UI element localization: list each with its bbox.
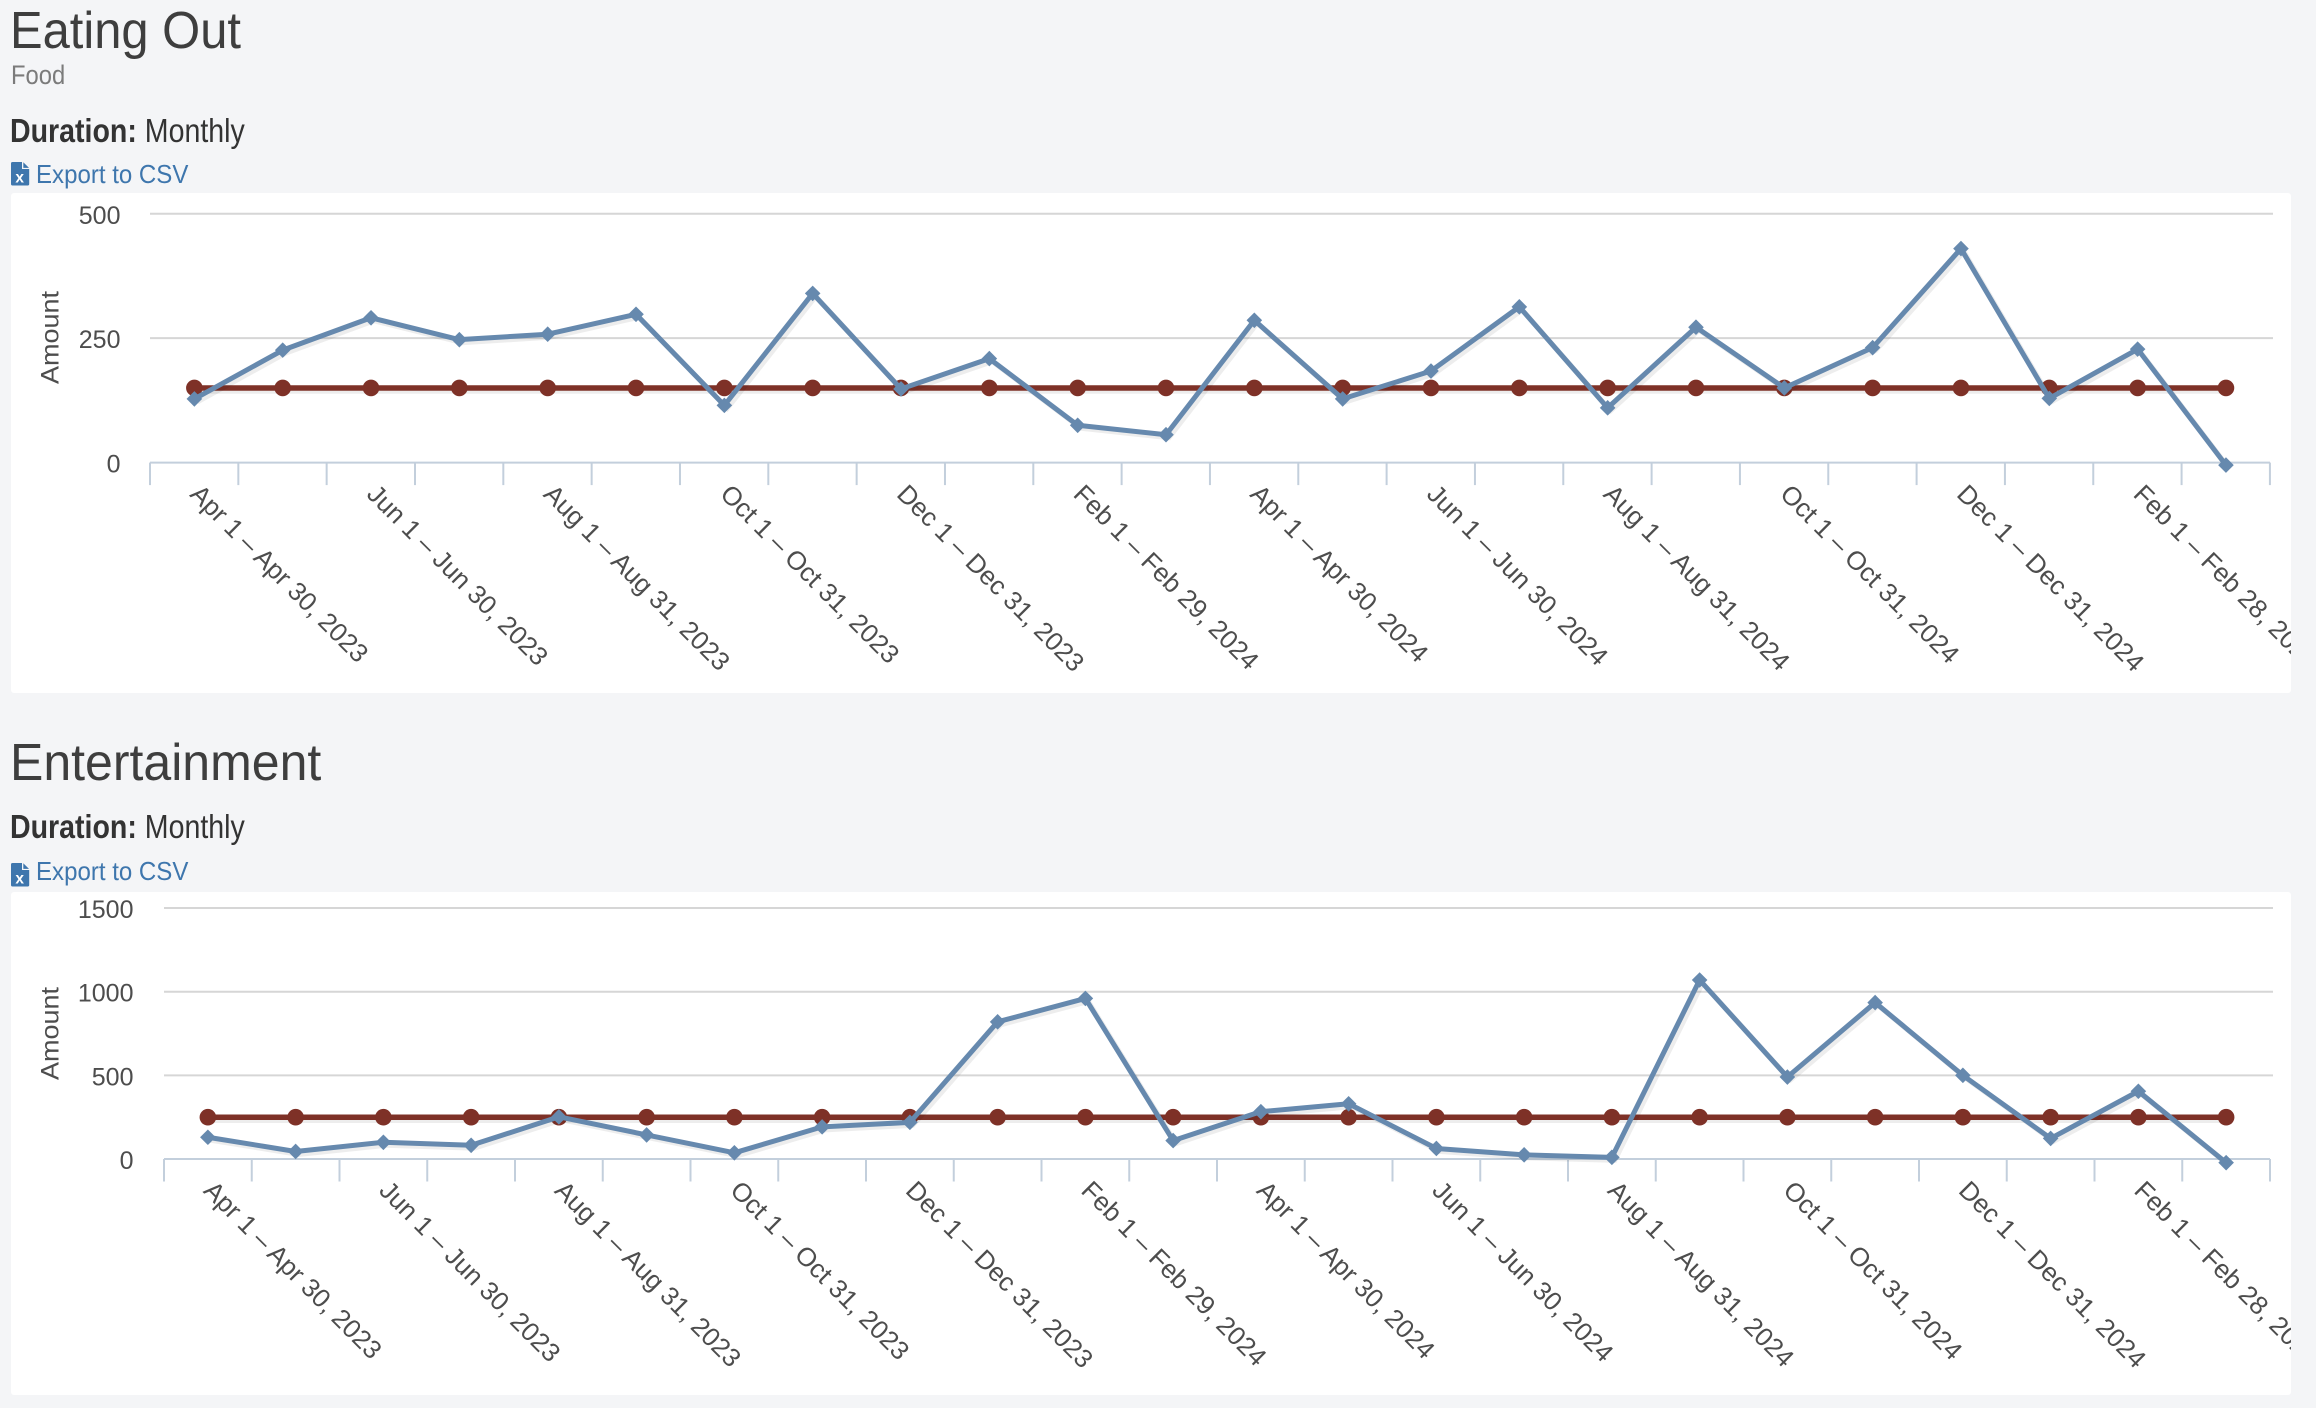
svg-text:Jun 1 – Jun 30, 2023: Jun 1 – Jun 30, 2023 bbox=[374, 1175, 567, 1368]
svg-text:250: 250 bbox=[79, 326, 121, 354]
svg-text:Jun 1 – Jun 30, 2024: Jun 1 – Jun 30, 2024 bbox=[1427, 1175, 1620, 1368]
svg-text:500: 500 bbox=[92, 1063, 134, 1091]
svg-text:x: x bbox=[15, 871, 24, 888]
svg-text:Apr 1 – Apr 30, 2023: Apr 1 – Apr 30, 2023 bbox=[198, 1175, 388, 1365]
svg-text:Feb 1 – Feb 28, 2025: Feb 1 – Feb 28, 2025 bbox=[2129, 1175, 2291, 1372]
svg-text:0: 0 bbox=[120, 1147, 134, 1175]
svg-text:1500: 1500 bbox=[78, 896, 134, 924]
svg-text:500: 500 bbox=[79, 202, 121, 230]
svg-text:Dec 1 – Dec 31, 2024: Dec 1 – Dec 31, 2024 bbox=[1953, 1175, 2152, 1374]
svg-text:0: 0 bbox=[107, 451, 121, 479]
svg-text:Oct 1 – Oct 31, 2023: Oct 1 – Oct 31, 2023 bbox=[725, 1175, 916, 1366]
svg-text:Jun 1 – Jun 30, 2023: Jun 1 – Jun 30, 2023 bbox=[361, 479, 554, 672]
svg-text:Dec 1 – Dec 31, 2023: Dec 1 – Dec 31, 2023 bbox=[891, 479, 1090, 678]
svg-text:Feb 1 – Feb 29, 2024: Feb 1 – Feb 29, 2024 bbox=[1076, 1175, 1273, 1372]
svg-text:x: x bbox=[15, 169, 24, 186]
svg-text:Oct 1 – Oct 31, 2024: Oct 1 – Oct 31, 2024 bbox=[1775, 479, 1966, 670]
svg-text:Oct 1 – Oct 31, 2024: Oct 1 – Oct 31, 2024 bbox=[1778, 1175, 1969, 1366]
svg-text:Jun 1 – Jun 30, 2024: Jun 1 – Jun 30, 2024 bbox=[1421, 479, 1614, 672]
svg-text:Aug 1 – Aug 31, 2024: Aug 1 – Aug 31, 2024 bbox=[1602, 1175, 1800, 1373]
svg-text:Feb 1 – Feb 28, 2025: Feb 1 – Feb 28, 2025 bbox=[2128, 479, 2291, 676]
svg-text:Apr 1 – Apr 30, 2024: Apr 1 – Apr 30, 2024 bbox=[1251, 1175, 1441, 1365]
svg-text:Dec 1 – Dec 31, 2023: Dec 1 – Dec 31, 2023 bbox=[900, 1175, 1099, 1374]
svg-text:1000: 1000 bbox=[78, 980, 134, 1008]
svg-text:Apr 1 – Apr 30, 2024: Apr 1 – Apr 30, 2024 bbox=[1245, 479, 1435, 669]
svg-text:Aug 1 – Aug 31, 2024: Aug 1 – Aug 31, 2024 bbox=[1598, 479, 1796, 677]
svg-text:Apr 1 – Apr 30, 2023: Apr 1 – Apr 30, 2023 bbox=[185, 479, 375, 669]
svg-text:Oct 1 – Oct 31, 2023: Oct 1 – Oct 31, 2023 bbox=[715, 479, 906, 670]
svg-text:Aug 1 – Aug 31, 2023: Aug 1 – Aug 31, 2023 bbox=[549, 1175, 747, 1373]
svg-text:Dec 1 – Dec 31, 2024: Dec 1 – Dec 31, 2024 bbox=[1951, 479, 2150, 678]
svg-text:Amount: Amount bbox=[37, 291, 65, 384]
svg-text:Aug 1 – Aug 31, 2023: Aug 1 – Aug 31, 2023 bbox=[538, 479, 736, 677]
svg-text:Amount: Amount bbox=[37, 987, 65, 1080]
svg-text:Feb 1 – Feb 29, 2024: Feb 1 – Feb 29, 2024 bbox=[1068, 479, 1265, 676]
